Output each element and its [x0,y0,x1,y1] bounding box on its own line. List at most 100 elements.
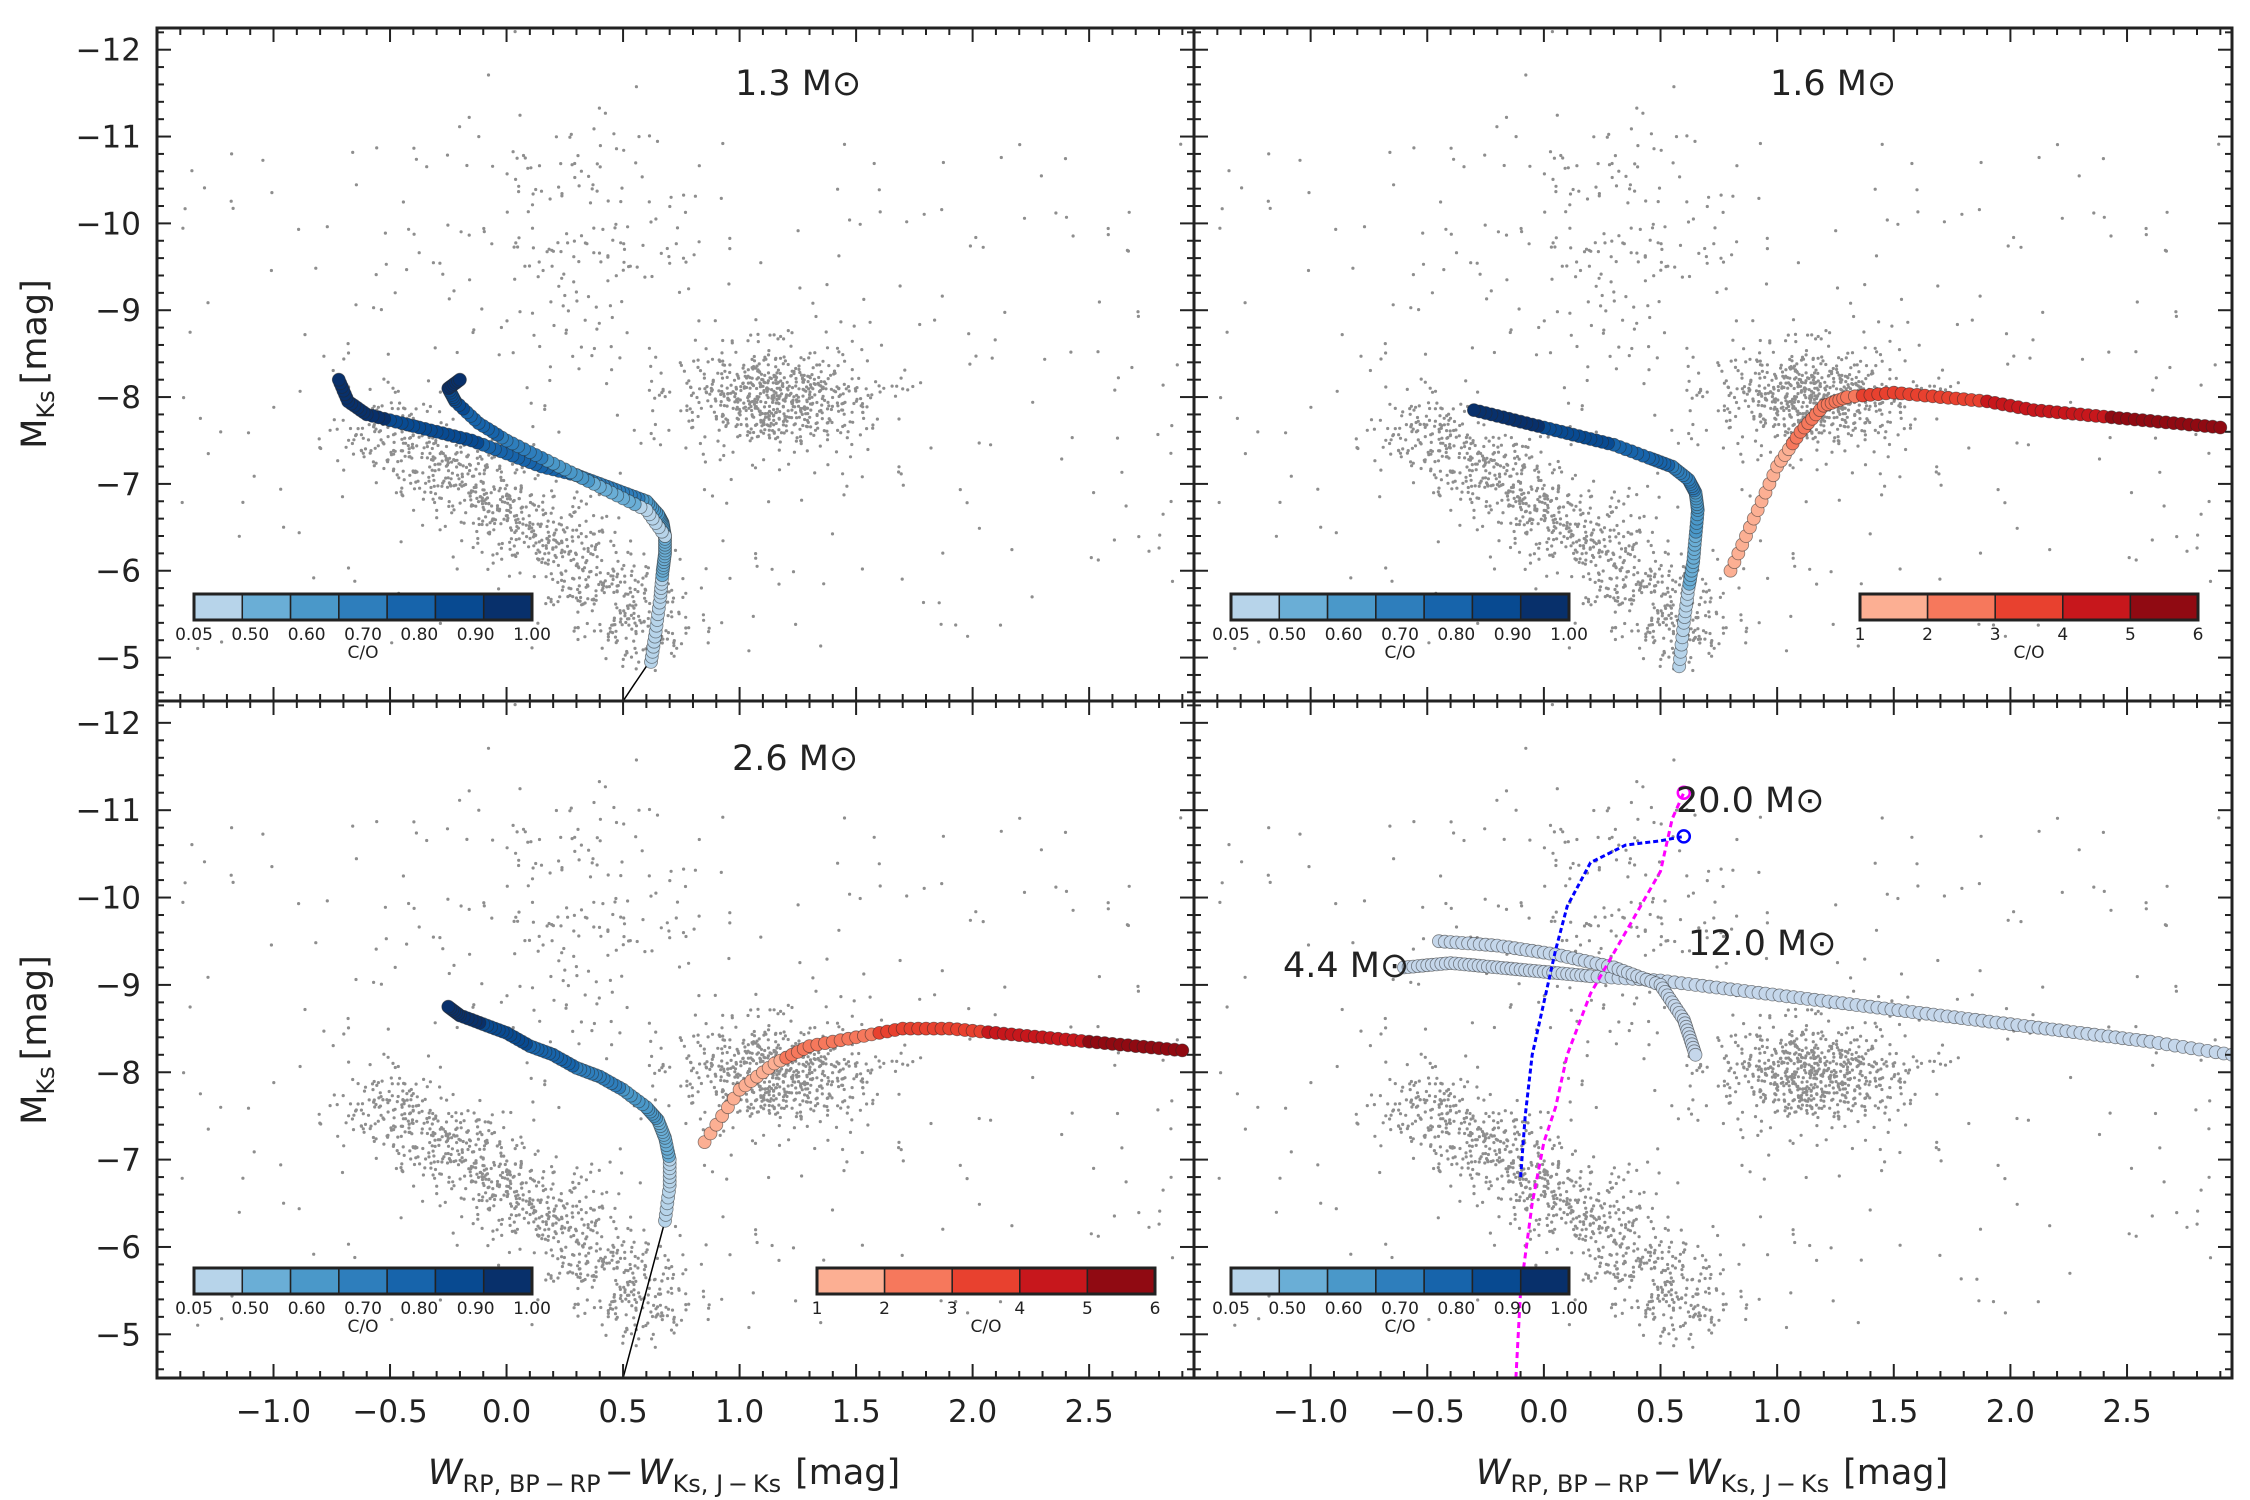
star-point [492,1204,496,1208]
star-point [1512,496,1516,500]
star-point [571,595,575,599]
star-point [1546,435,1550,439]
star-point [559,571,563,575]
star-point [542,494,546,498]
star-point [903,368,907,372]
star-point [571,528,575,532]
star-point [2107,350,2111,354]
star-point [872,161,876,166]
star-point [1786,376,1790,380]
star-point [757,362,761,366]
star-point [1439,426,1443,430]
star-point [460,484,464,488]
star-point [2144,226,2148,231]
star-point [641,1325,645,1329]
star-point [482,1175,486,1179]
star-point [392,440,396,444]
star-point [1773,400,1777,404]
star-point [464,511,468,515]
star-point [1508,489,1512,493]
star-point [1566,401,1571,405]
star-point [1452,470,1456,474]
star-point [439,421,443,425]
star-point [480,1226,484,1230]
star-point [582,547,586,551]
star-point [459,1196,463,1200]
star-point [1569,333,1573,337]
star-point [448,456,452,460]
star-point [977,441,981,445]
star-point [851,420,855,424]
star-point [322,354,326,358]
star-point [373,446,377,450]
star-point [586,1223,590,1227]
star-point [477,522,481,527]
star-point [1528,561,1533,565]
star-point [449,1152,453,1157]
star-point [386,435,390,439]
star-point [1668,595,1672,599]
star-point [735,398,739,402]
star-point [794,439,799,443]
star-point [645,1248,649,1252]
star-point [457,1137,461,1141]
star-point [707,626,711,630]
star-point [646,624,650,628]
star-point [1803,393,1807,397]
star-point [733,392,738,396]
star-point [1756,403,1760,407]
star-point [578,1267,582,1271]
star-point [491,1229,495,1233]
star-point [530,226,535,230]
star-point [531,1100,535,1104]
star-point [767,409,772,413]
star-point [656,1312,660,1316]
star-point [756,434,761,438]
star-point [1613,154,1617,158]
star-point [430,468,434,472]
star-point [1804,353,1808,357]
star-point [584,519,588,523]
star-point [562,579,567,583]
star-point [480,307,484,311]
star-point [808,383,813,387]
star-point [541,1189,546,1193]
star-point [669,195,673,199]
star-point [481,519,485,523]
star-point [206,301,210,305]
star-point [1734,414,1738,419]
star-point [1630,532,1634,536]
star-point [1766,576,1770,581]
star-point [1783,433,1787,437]
star-point [575,1166,579,1170]
star-point [1630,629,1634,633]
star-point [1740,372,1744,376]
star-point [758,392,763,396]
star-point [1454,435,1458,439]
star-point [1461,481,1465,485]
star-point [901,387,905,391]
star-point [466,1147,470,1152]
star-point [857,376,861,380]
star-point [621,657,625,662]
star-point [1700,577,1705,581]
star-point [1543,501,1547,505]
star-point [392,1116,396,1120]
star-point [609,1215,613,1219]
star-point [1428,386,1432,390]
star-point [609,539,613,543]
star-point [462,521,466,525]
star-point [753,406,757,410]
star-point [1581,602,1585,606]
star-point [1235,416,1239,420]
star-point [585,621,589,626]
star-point [1718,577,1722,581]
star-point [1788,382,1792,387]
star-point [606,638,610,642]
star-point [868,320,872,324]
star-point [489,1166,493,1171]
star-point [841,392,845,396]
star-point [471,521,475,525]
star-point [665,246,669,251]
star-point [427,1111,431,1115]
